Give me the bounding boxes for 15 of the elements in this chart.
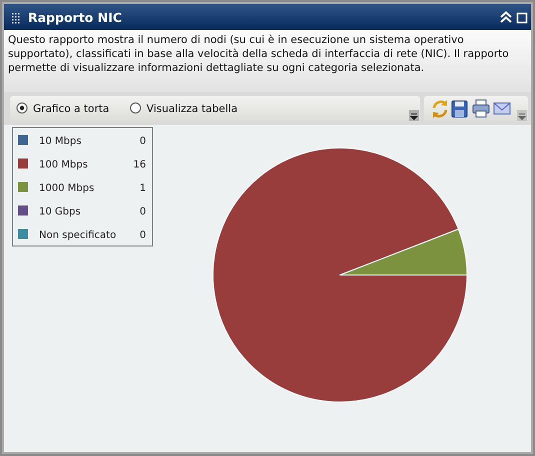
chart-title: Rapporto NIC <box>28 10 122 25</box>
text: 0 <box>140 136 146 147</box>
legend-label: 10 Gbps <box>39 206 81 218</box>
text: 0 <box>140 230 146 241</box>
data-label: 1 <box>140 183 146 194</box>
text: Grafico a torta <box>33 103 110 115</box>
legend-label: 100 Mbps <box>39 160 88 170</box>
chart-subtitle: Questo rapporto mostra il numero di nodi (su cui è in esecuzione un sistema operativo supportato), classificati in base alla velocità della scheda di interfaccia di rete (NIC). Il rapporto permette di visualizzare informazioni dettagliate su ogni categoria selezionata. <box>8 33 510 75</box>
legend-label: Non specificato <box>39 230 116 241</box>
legend-label: 1000 Mbps <box>39 183 94 194</box>
data-label: 16 <box>133 160 146 170</box>
text: 0 <box>140 206 146 218</box>
pie-slice <box>212 148 468 402</box>
legend-label: 10 Mbps <box>39 136 82 147</box>
text: Visualizza tabella <box>146 103 238 115</box>
